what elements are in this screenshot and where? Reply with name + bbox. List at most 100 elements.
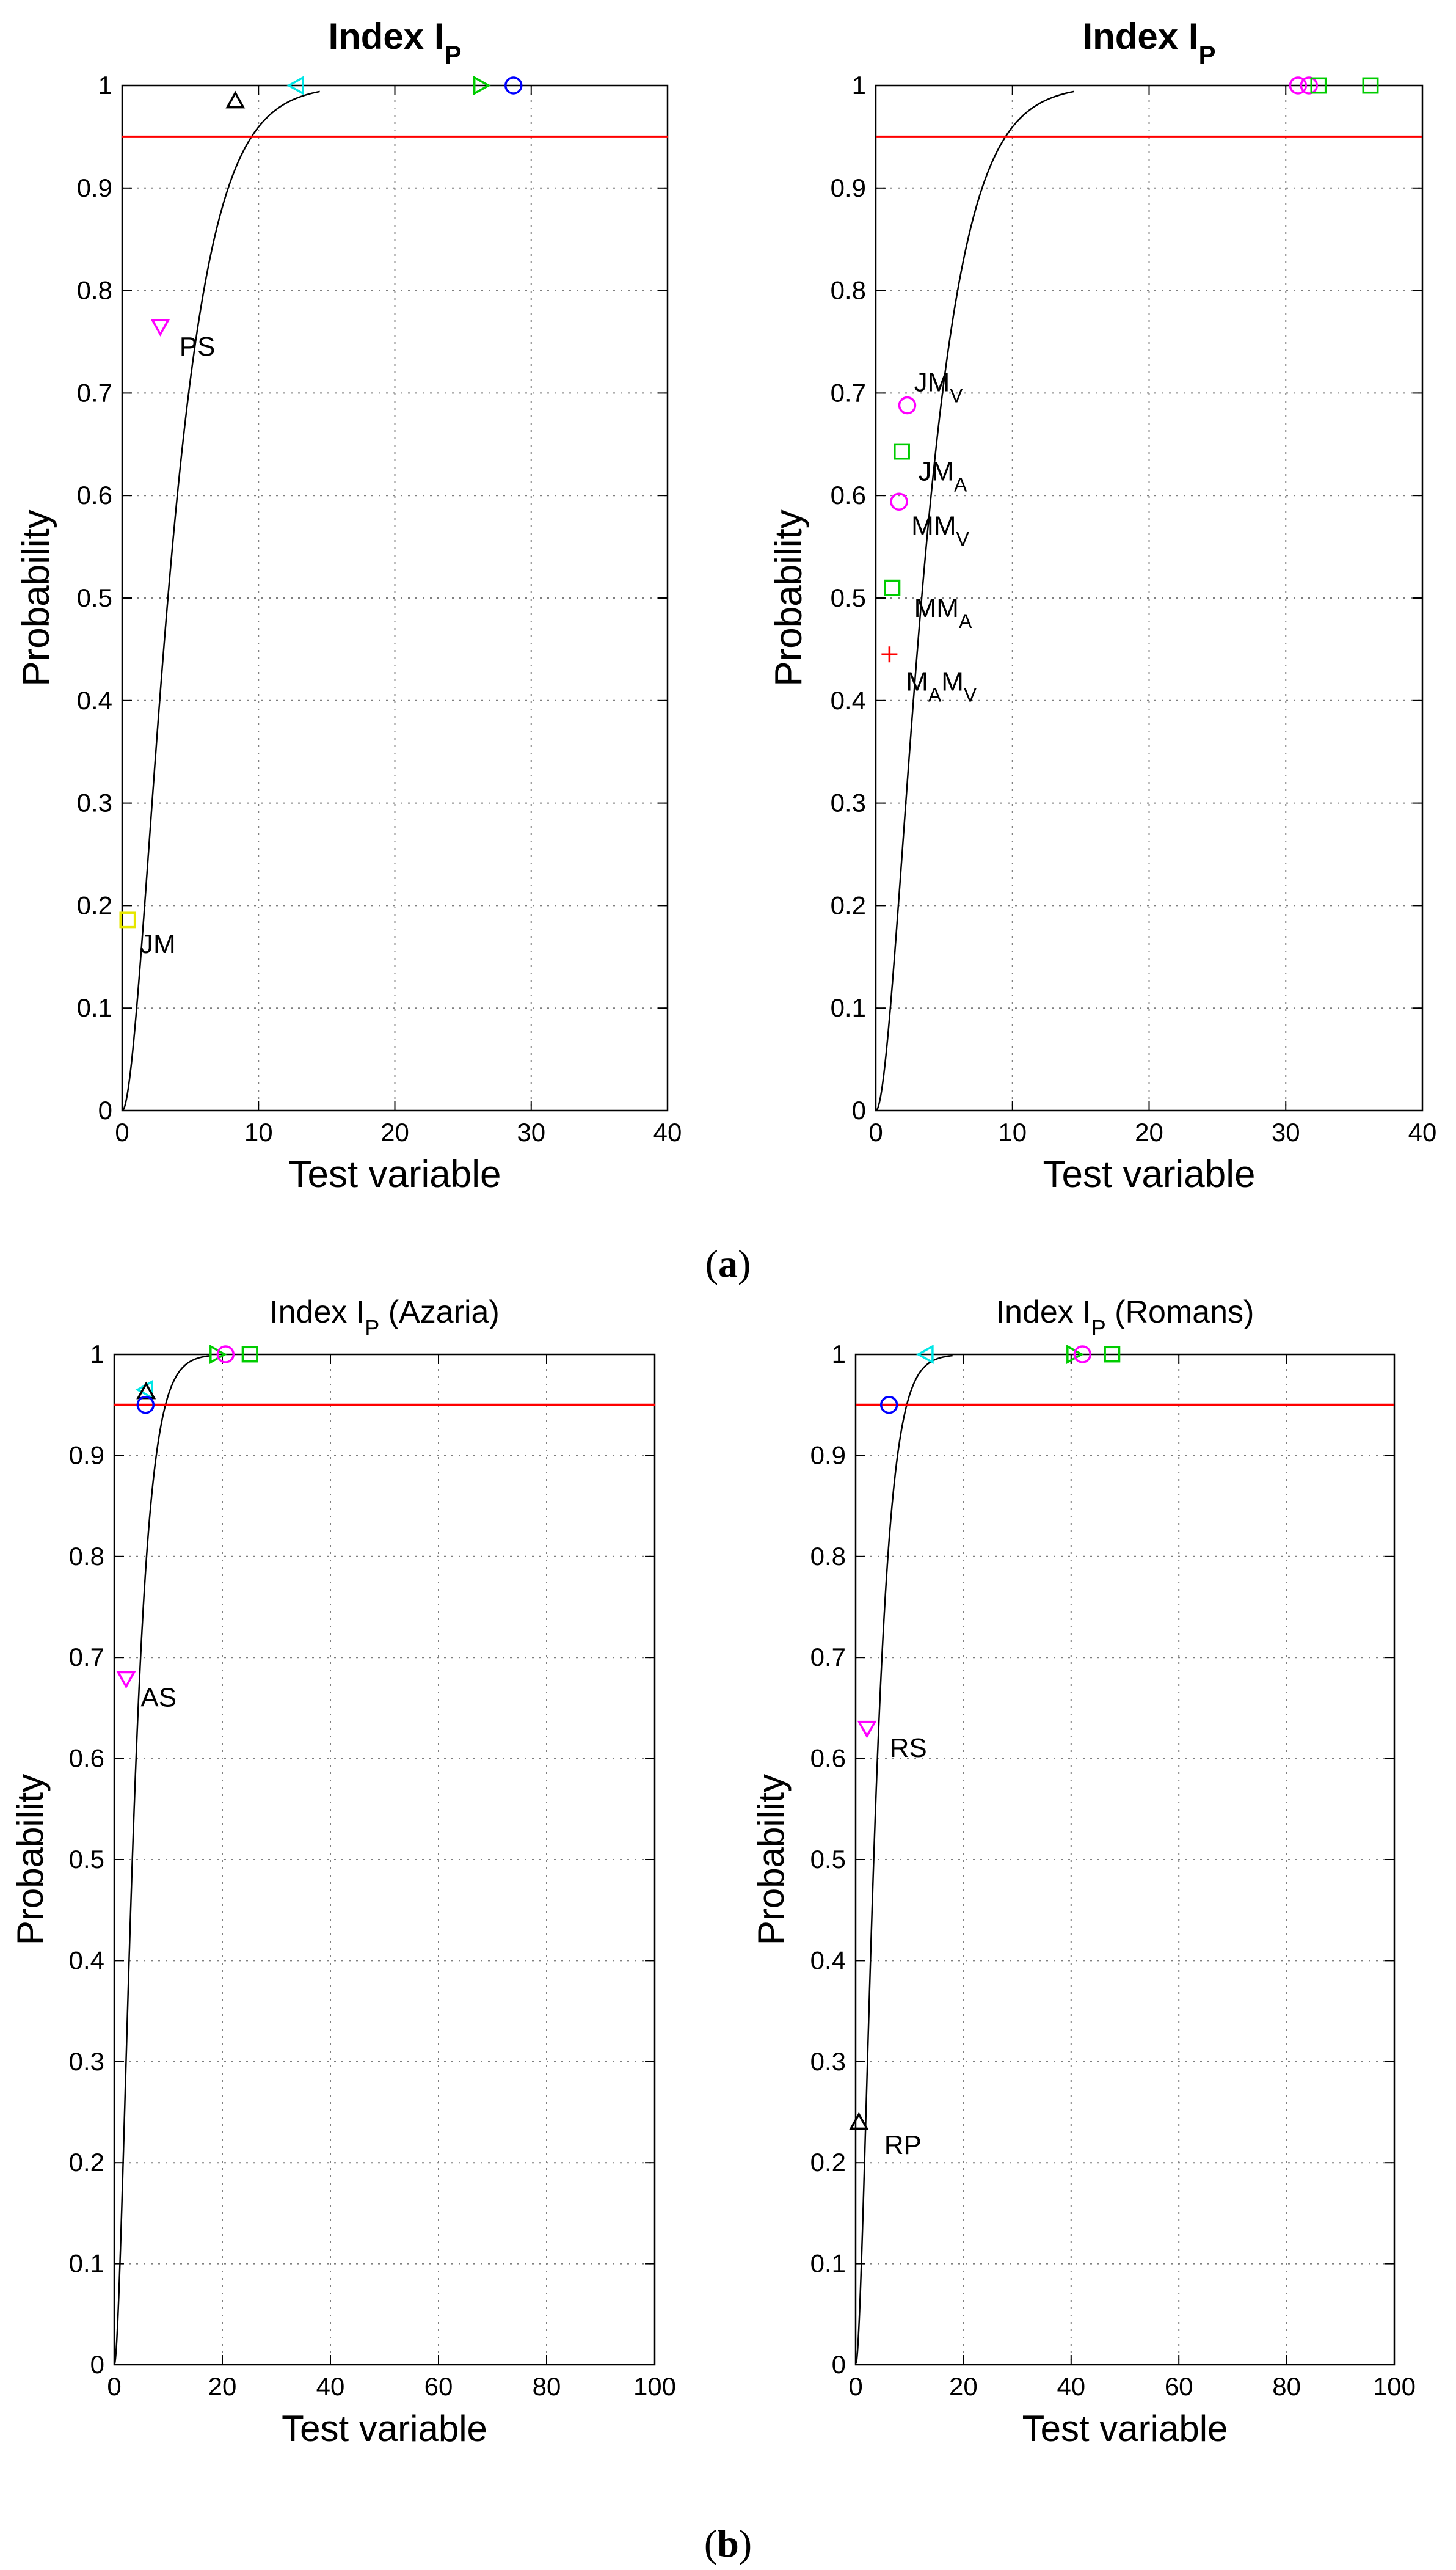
y-tick-label: 1 [852, 71, 866, 100]
y-tick-label: 0.2 [831, 891, 866, 919]
x-tick-label: 60 [424, 2372, 453, 2401]
marker-circle-magenta [890, 492, 908, 511]
y-tick-label: 0.5 [810, 1845, 846, 1874]
y-tick-label: 0.1 [69, 2249, 104, 2278]
chart-title: Index IP (Azaria) [269, 1294, 500, 1340]
x-tick-label: 100 [633, 2372, 676, 2401]
x-tick-label: 100 [1373, 2372, 1416, 2401]
x-axis-label: Test variable [1022, 2408, 1228, 2449]
marker-square-green [1310, 77, 1327, 94]
marker-circle-blue [879, 1395, 898, 1414]
y-tick-label: 0.8 [810, 1542, 846, 1571]
x-tick-label: 60 [1165, 2372, 1193, 2401]
marker-triangle-up-black [849, 2112, 869, 2130]
marker-square-green [1362, 77, 1379, 94]
y-tick-label: 1 [98, 71, 112, 100]
marker-square-green [894, 443, 910, 460]
panel-label-a: (a) [705, 1242, 751, 1285]
y-tick-label: 0.3 [77, 789, 112, 817]
y-tick-label: 0.4 [77, 686, 112, 715]
x-axis-label: Test variable [282, 2408, 487, 2449]
y-tick-label: 0 [852, 1096, 866, 1125]
y-tick-label: 0.5 [831, 583, 866, 612]
y-tick-label: 0.9 [69, 1440, 104, 1469]
marker-triangle-up-black [136, 1381, 156, 1400]
marker-circle-magenta [216, 1345, 235, 1363]
marker-triangle-right-green [473, 76, 491, 95]
y-tick-label: 1 [832, 1340, 846, 1368]
panel-label-b: (b) [704, 2522, 752, 2565]
x-tick-label: 10 [244, 1118, 273, 1147]
x-tick-label: 0 [848, 2372, 862, 2401]
x-tick-label: 80 [533, 2372, 561, 2401]
chart-b-azaria: 0 20 40 60 80 100 0 0.1 0.2 0.3 0.4 0.5 0.6 0.7 0.8 0.9… [10, 1294, 676, 2449]
y-tick-label: 0.3 [69, 2047, 104, 2076]
point-label: RP [884, 2130, 922, 2160]
y-tick-label: 0.2 [77, 891, 112, 919]
x-tick-label: 40 [1057, 2372, 1085, 2401]
point-label: MMA [914, 593, 972, 632]
y-tick-label: 0.1 [77, 993, 112, 1022]
y-tick-label: 0 [98, 1096, 112, 1125]
marker-circle-magenta [1300, 76, 1319, 95]
y-tick-label: 0.5 [77, 583, 112, 612]
x-tick-label: 0 [107, 2372, 121, 2401]
marker-triangle-down-magenta [150, 319, 170, 337]
x-tick-label: 30 [517, 1118, 545, 1147]
point-label: AS [140, 1682, 177, 1712]
marker-square-green [241, 1346, 258, 1363]
y-tick-label: 0.5 [69, 1845, 104, 1874]
marker-circle-blue [504, 76, 523, 95]
y-tick-label: 0.7 [831, 378, 866, 407]
y-tick-label: 0.8 [69, 1542, 104, 1571]
y-tick-label: 0.4 [810, 1946, 846, 1974]
x-tick-label: 80 [1272, 2372, 1301, 2401]
chart-title: Index IP (Romans) [996, 1294, 1254, 1340]
y-tick-label: 0.9 [810, 1440, 846, 1469]
marker-circle-blue [136, 1395, 155, 1414]
x-tick-label: 0 [115, 1118, 129, 1147]
y-tick-label: 0.9 [77, 173, 112, 202]
y-tick-label: 0.7 [69, 1643, 104, 1671]
point-label: JMA [918, 457, 967, 496]
y-tick-label: 0.3 [831, 789, 866, 817]
point-label: JM [140, 929, 176, 959]
y-tick-label: 0 [90, 2350, 104, 2379]
y-tick-label: 0.9 [831, 173, 866, 202]
y-axis-label: Probability [15, 509, 57, 686]
y-axis-label: Probability [768, 509, 810, 686]
x-tick-label: 0 [868, 1118, 883, 1147]
x-tick-label: 10 [998, 1118, 1027, 1147]
y-axis-label: Probability [751, 1774, 792, 1945]
y-tick-label: 0.6 [77, 481, 112, 509]
marker-circle-magenta [1289, 76, 1308, 95]
x-tick-label: 40 [653, 1118, 682, 1147]
cdf-curve [855, 1354, 953, 2364]
y-tick-label: 0.1 [810, 2249, 846, 2278]
x-tick-label: 20 [1135, 1118, 1163, 1147]
y-tick-label: 0.6 [69, 1744, 104, 1773]
y-tick-label: 1 [90, 1340, 104, 1368]
chart-a-right: 0 10 20 30 40 0 0.1 0.2 0.3 0.4 0.5 0.6 0.7 0.8 0.9 1 In… [768, 16, 1436, 1196]
point-label: JMV [914, 368, 964, 407]
y-axis-label: Probability [10, 1774, 51, 1945]
cdf-curve [114, 1354, 212, 2364]
y-tick-label: 0.2 [69, 2148, 104, 2177]
chart-title: Index IP [328, 16, 461, 69]
marker-circle-magenta [898, 396, 917, 415]
marker-triangle-up-black [225, 90, 246, 109]
y-tick-label: 0 [832, 2350, 846, 2379]
point-label: MMV [911, 511, 969, 550]
marker-square-green [1104, 1346, 1121, 1363]
marker-square-green [884, 579, 901, 596]
marker-triangle-left-cyan [915, 1345, 934, 1364]
y-tick-label: 0.2 [810, 2148, 846, 2177]
y-tick-label: 0.1 [831, 993, 866, 1022]
marker-triangle-left-cyan [286, 76, 304, 95]
x-tick-label: 40 [1408, 1118, 1437, 1147]
point-label: MAMV [906, 667, 977, 706]
x-tick-label: 40 [316, 2372, 345, 2401]
y-tick-label: 0.6 [831, 481, 866, 509]
cdf-curve [876, 90, 1074, 1111]
